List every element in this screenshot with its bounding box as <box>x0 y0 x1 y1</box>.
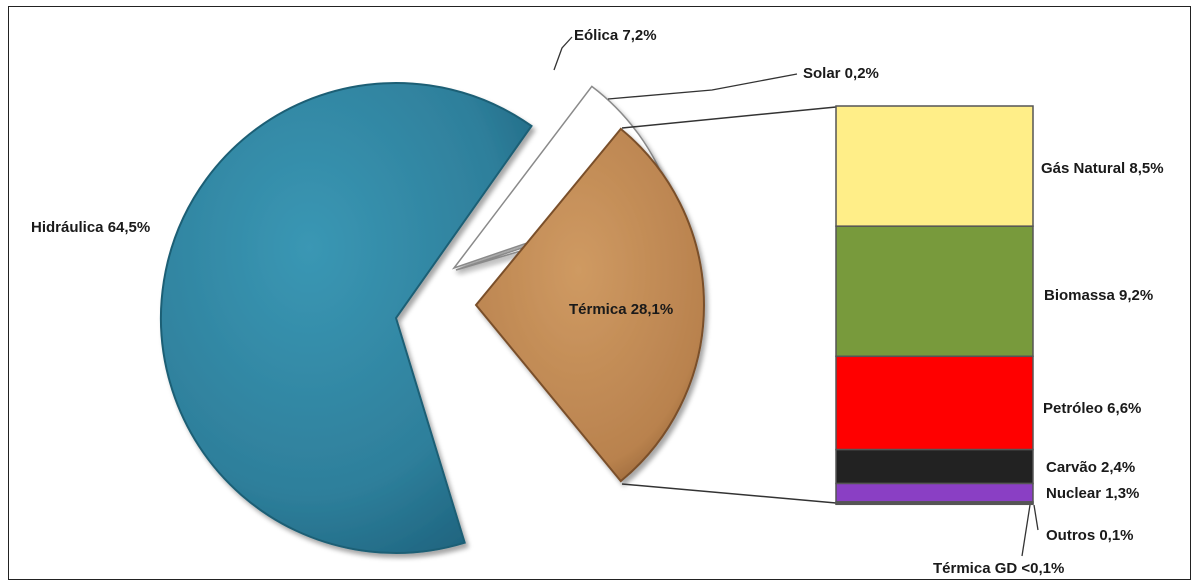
bar-segment-1 <box>835 225 1034 358</box>
bar-segment-3 <box>835 448 1034 485</box>
bar-segment-0 <box>835 105 1034 227</box>
label-eolica: Eólica 7,2% <box>574 27 657 44</box>
connector-bottom <box>621 483 837 504</box>
connector-top <box>621 106 837 129</box>
leader-termica-gd <box>1021 504 1031 557</box>
leader-solar <box>607 73 798 100</box>
label-solar: Solar 0,2% <box>803 65 879 82</box>
slice-hidraulica <box>160 82 533 554</box>
leader-outros <box>1033 504 1039 531</box>
bar-segment-2 <box>835 355 1034 451</box>
breakdown-bar <box>835 105 1034 506</box>
label-carvao: Carvão 2,4% <box>1046 459 1135 476</box>
label-biomassa: Biomassa 9,2% <box>1044 287 1153 304</box>
label-hidraulica: Hidráulica 64,5% <box>31 219 150 236</box>
bar-segment-6 <box>835 502 1034 506</box>
leader-eolica <box>553 36 573 71</box>
label-termica-gd: Térmica GD <0,1% <box>933 560 1064 577</box>
label-gas-natural: Gás Natural 8,5% <box>1041 160 1164 177</box>
label-termica: Térmica 28,1% <box>569 301 673 318</box>
slice-termica <box>474 127 705 483</box>
label-petroleo: Petróleo 6,6% <box>1043 400 1141 417</box>
label-outros: Outros 0,1% <box>1046 527 1134 544</box>
label-nuclear: Nuclear 1,3% <box>1046 485 1139 502</box>
bar-segment-4 <box>835 482 1034 503</box>
